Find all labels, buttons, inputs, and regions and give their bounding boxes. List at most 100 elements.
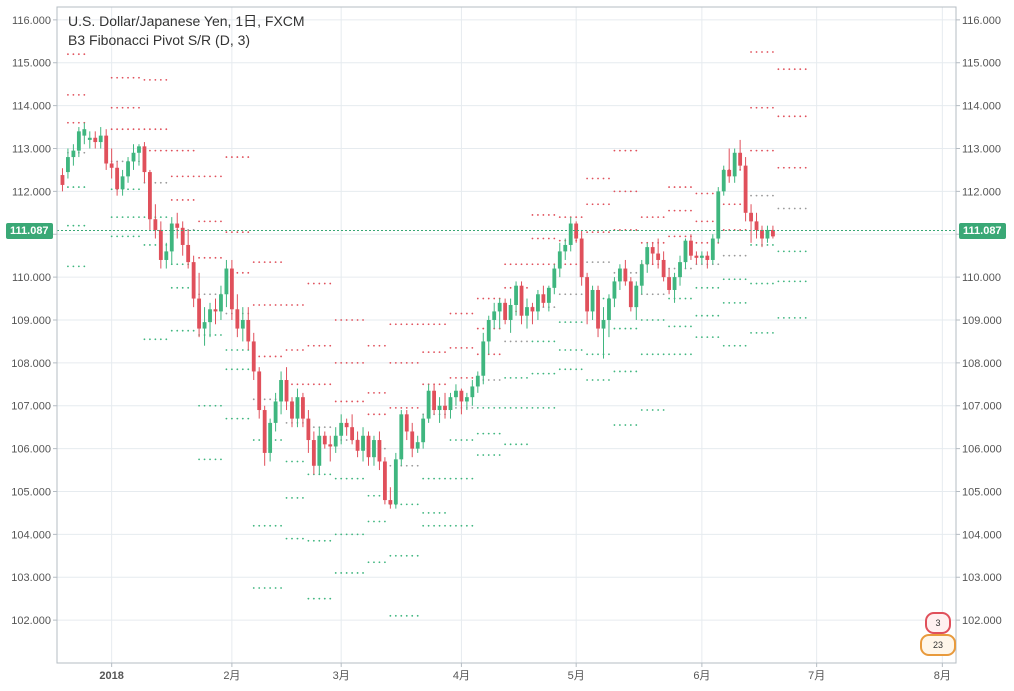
pivot-dot-s1 (345, 477, 348, 480)
pivot-dot-r3 (788, 68, 791, 71)
pivot-dot-s3 (165, 338, 168, 341)
candle-down (328, 435, 333, 462)
pivot-dot-s3 (77, 265, 80, 268)
candle-body (235, 309, 240, 329)
candle-body (464, 397, 469, 402)
x-axis[interactable]: 2018 2月 3月 4月 5月 6月 7月 8月 (99, 663, 951, 682)
y-tick-label-left: 106.000 (11, 444, 51, 456)
pivot-dot-s1 (416, 503, 419, 506)
candle-body (689, 240, 693, 256)
pivot-dot-r1 (706, 241, 709, 244)
pivot-dot-p (728, 254, 731, 257)
pivot-dot-r2 (673, 209, 676, 212)
candle-down (290, 397, 294, 428)
pivot-dot-r3 (203, 175, 206, 178)
pivot-dot-p (498, 379, 501, 381)
pivot-dot-s2 (804, 280, 807, 283)
pivot-dot-r3 (192, 149, 195, 152)
pivot-dot-r2 (241, 231, 244, 233)
candle-body (208, 309, 212, 323)
candle-up (486, 315, 491, 355)
pivot-dot-s2 (755, 282, 758, 285)
pivot-dot-r3 (509, 263, 512, 266)
pivot-dot-r2 (679, 209, 681, 212)
pivot-dot-r3 (307, 282, 310, 285)
pivot-dot-s1 (351, 477, 354, 480)
pivot-dot-s2 (629, 370, 632, 373)
pivot-dot-s2 (400, 554, 403, 557)
candle-up (87, 131, 92, 149)
pivot-dot-r3 (302, 304, 304, 306)
pivot-dot-s1 (449, 439, 452, 441)
pivot-dot-s3 (449, 524, 452, 527)
pivot-dot-r3 (230, 156, 233, 158)
pivot-dot-r2 (482, 327, 485, 330)
event-badge-bottom[interactable]: 23 (920, 634, 956, 656)
pivot-dot-p (263, 398, 266, 401)
pivot-dot-s1 (373, 494, 375, 497)
pivot-dot-s2 (138, 216, 140, 218)
pivot-dot-s1 (476, 406, 479, 409)
candle-body (475, 375, 480, 387)
pivot-dot-r2 (154, 128, 157, 131)
y-axis-left[interactable]: 116.000115.000114.000113.000112.000111.0… (11, 15, 57, 627)
pivot-dot-r2 (334, 361, 337, 364)
event-badge-top[interactable]: 3 (925, 612, 951, 634)
pivot-dot-r1 (241, 271, 244, 274)
pivot-dot-p (586, 261, 589, 264)
pivot-dot-r1 (165, 149, 168, 152)
pivot-dot-s2 (520, 406, 523, 409)
pivot-dot-s3 (777, 316, 780, 319)
pivot-dot-s3 (159, 338, 162, 341)
y-tick-label-left: 116.000 (12, 15, 51, 27)
y-axis-right[interactable]: 116.000115.000114.000113.000112.000111.0… (956, 15, 1002, 627)
candle-body (503, 302, 508, 320)
pivot-dot-r3 (411, 323, 414, 326)
candle-body (219, 294, 223, 312)
pivot-dot-r1 (269, 355, 272, 358)
candle-down (322, 431, 327, 449)
pivot-dot-s3 (553, 406, 556, 409)
pivot-dot-p (384, 447, 386, 450)
candle-body (372, 440, 376, 458)
pivot-dot-r3 (613, 149, 616, 152)
pivot-dot-s1 (711, 286, 714, 289)
pivot-dot-s3 (640, 409, 643, 411)
y-tick-label-left: 102.000 (11, 615, 51, 627)
pivot-dot-s3 (635, 424, 638, 426)
pivot-dot-s3 (733, 344, 736, 347)
candle-body (98, 135, 103, 143)
pivot-dot-s2 (203, 404, 206, 407)
pivot-dot-p (416, 464, 419, 467)
pivot-dot-r1 (602, 231, 605, 233)
candle-up (98, 127, 103, 149)
candle-body (552, 268, 557, 288)
pivot-dot-s3 (296, 537, 299, 540)
pivot-dot-s3 (498, 454, 501, 456)
pivot-dot-s3 (460, 524, 463, 527)
pivot-dot-r3 (334, 319, 337, 321)
candle-down (459, 388, 464, 415)
pivot-dot-s2 (700, 314, 703, 317)
pivot-dot-r3 (209, 175, 211, 178)
y-tick-label-right: 112.000 (962, 186, 1001, 198)
pivot-dot-p (312, 426, 315, 429)
pivot-dot-s3 (750, 331, 752, 334)
pivot-dot-r3 (296, 304, 299, 306)
candle-body (612, 281, 617, 299)
pivot-dot-r1 (755, 149, 758, 152)
pivot-dot-r2 (690, 209, 692, 212)
pivot-dot-r1 (258, 355, 261, 358)
pivot-dot-s1 (744, 278, 747, 281)
pivot-dot-s3 (252, 587, 255, 589)
pivot-dot-r3 (291, 304, 293, 306)
pivot-dot-r3 (504, 263, 507, 266)
pivot-dot-s1 (291, 460, 293, 463)
pivot-dot-s3 (269, 587, 272, 589)
pivot-dot-s3 (602, 379, 605, 381)
candle-up (552, 264, 557, 295)
candle-up (710, 234, 715, 265)
pivot-dot-s1 (564, 321, 567, 324)
y-tick-label-right: 114.000 (962, 101, 1001, 113)
